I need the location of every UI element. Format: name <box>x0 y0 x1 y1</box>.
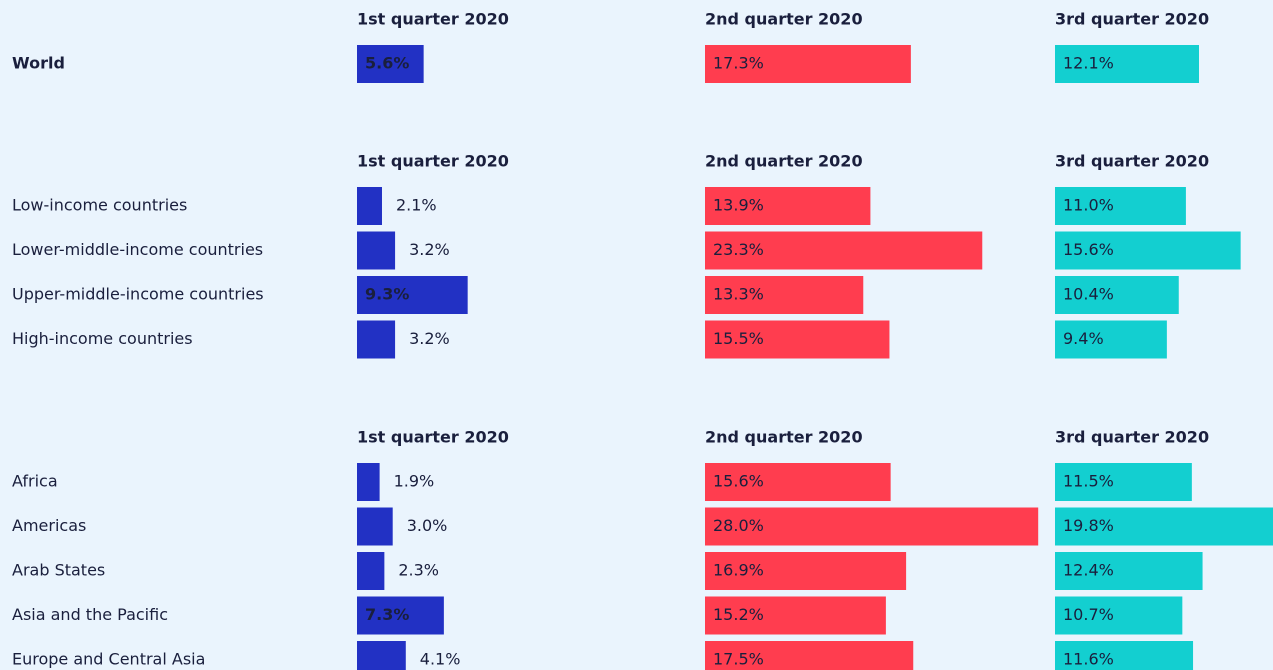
value-label: 9.4% <box>1063 329 1104 348</box>
bar <box>1055 552 1203 590</box>
value-label: 11.0% <box>1063 196 1114 215</box>
column-header: 3rd quarter 2020 <box>1055 428 1209 447</box>
value-label: 7.3% <box>365 605 409 624</box>
row-label: Asia and the Pacific <box>12 605 168 624</box>
bar <box>357 596 444 635</box>
value-label: 28.0% <box>713 516 764 535</box>
bar <box>1055 276 1179 314</box>
row-label: Low-income countries <box>12 196 187 215</box>
value-label: 17.3% <box>713 54 764 73</box>
bar <box>1055 231 1241 270</box>
value-label: 13.9% <box>713 196 764 215</box>
bar <box>1055 507 1273 546</box>
bar <box>705 187 871 225</box>
bar <box>1055 187 1186 225</box>
row-label: World <box>12 54 65 73</box>
value-label: 15.5% <box>713 329 764 348</box>
bar <box>705 596 886 635</box>
value-label: 1.9% <box>394 472 435 491</box>
column-header: 3rd quarter 2020 <box>1055 152 1209 171</box>
bar <box>705 507 1039 546</box>
row-label: Upper-middle-income countries <box>12 285 264 304</box>
bar <box>357 463 380 501</box>
bar <box>357 276 468 314</box>
value-label: 9.3% <box>365 285 409 304</box>
column-header: 3rd quarter 2020 <box>1055 10 1209 29</box>
bar <box>357 641 406 670</box>
row-label: Arab States <box>12 561 105 580</box>
value-label: 11.5% <box>1063 472 1114 491</box>
value-label: 2.3% <box>398 561 439 580</box>
bar <box>705 320 890 359</box>
column-header: 2nd quarter 2020 <box>705 152 863 171</box>
value-label: 11.6% <box>1063 650 1114 669</box>
bar <box>1055 463 1192 501</box>
row-label: Americas <box>12 516 86 535</box>
column-header: 1st quarter 2020 <box>357 10 509 29</box>
value-label: 23.3% <box>713 240 764 259</box>
value-label: 3.2% <box>409 240 450 259</box>
value-label: 17.5% <box>713 650 764 669</box>
column-header: 2nd quarter 2020 <box>705 10 863 29</box>
bar <box>1055 45 1199 83</box>
bar <box>705 552 907 590</box>
bar <box>357 45 424 83</box>
value-label: 5.6% <box>365 54 409 73</box>
column-header: 1st quarter 2020 <box>357 428 509 447</box>
bar <box>357 231 396 270</box>
value-label: 19.8% <box>1063 516 1114 535</box>
bar <box>705 641 914 670</box>
bar <box>705 231 983 270</box>
column-header: 1st quarter 2020 <box>357 152 509 171</box>
bar <box>357 552 385 590</box>
value-label: 2.1% <box>396 196 437 215</box>
bar <box>1055 641 1194 670</box>
column-header: 2nd quarter 2020 <box>705 428 863 447</box>
value-label: 16.9% <box>713 561 764 580</box>
bar <box>357 187 382 225</box>
row-label: Europe and Central Asia <box>12 650 205 669</box>
value-label: 10.7% <box>1063 605 1114 624</box>
row-label: High-income countries <box>12 329 193 348</box>
value-label: 4.1% <box>420 650 461 669</box>
value-label: 12.4% <box>1063 561 1114 580</box>
row-label: Lower-middle-income countries <box>12 240 263 259</box>
value-label: 15.6% <box>1063 240 1114 259</box>
value-label: 3.2% <box>409 329 450 348</box>
bar <box>1055 320 1167 359</box>
bar <box>1055 596 1183 635</box>
value-label: 3.0% <box>407 516 448 535</box>
value-label: 15.2% <box>713 605 764 624</box>
value-label: 13.3% <box>713 285 764 304</box>
value-label: 12.1% <box>1063 54 1114 73</box>
value-label: 10.4% <box>1063 285 1114 304</box>
row-label: Africa <box>12 472 58 491</box>
bar <box>357 507 393 546</box>
bar <box>357 320 396 359</box>
bar <box>705 45 911 83</box>
bar <box>705 276 864 314</box>
value-label: 15.6% <box>713 472 764 491</box>
bar <box>705 463 891 501</box>
